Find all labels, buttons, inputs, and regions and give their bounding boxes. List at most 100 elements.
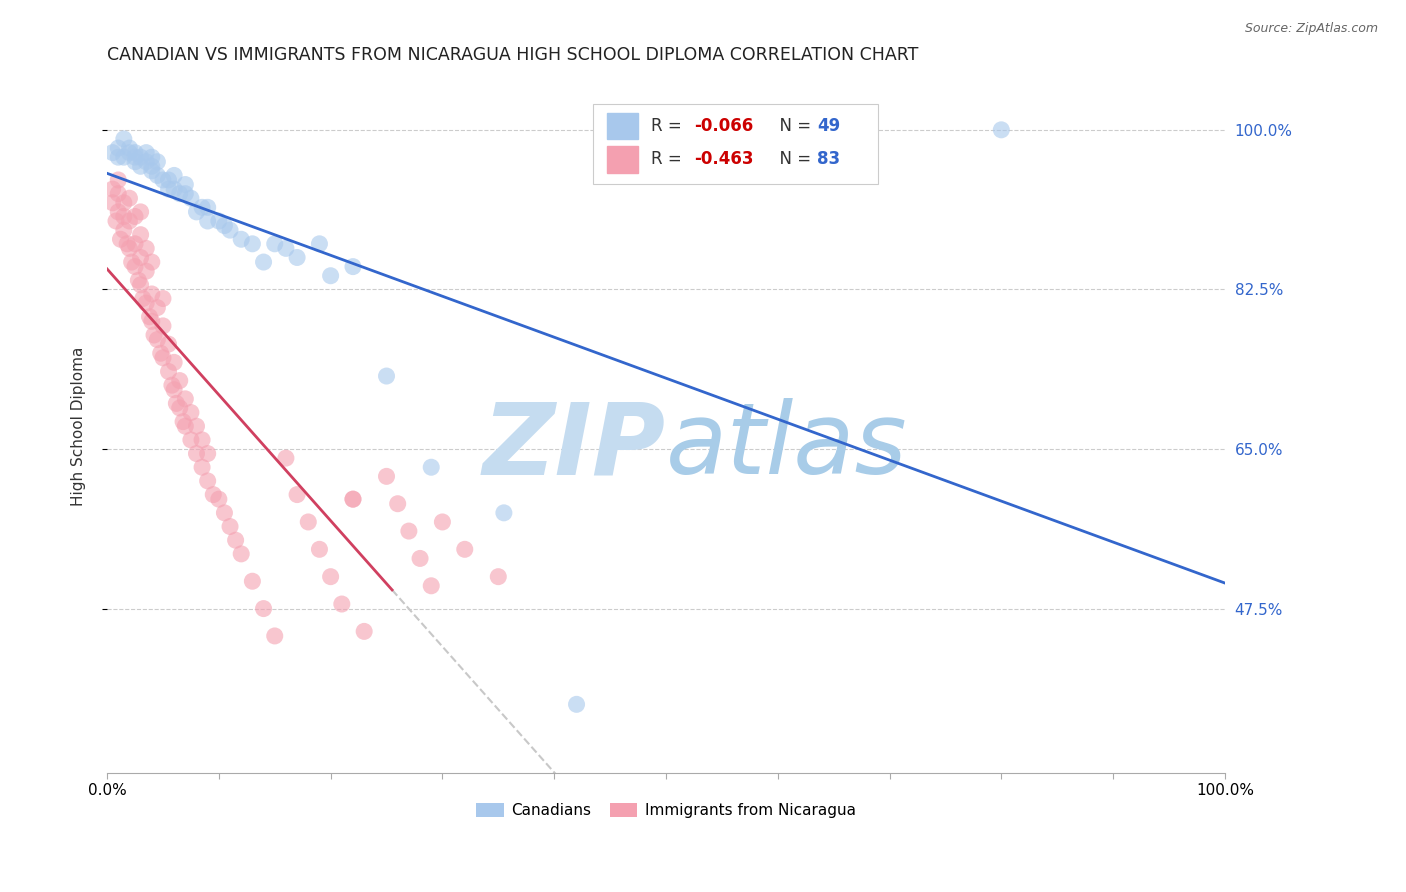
Point <box>252 255 274 269</box>
Point <box>214 219 236 233</box>
Text: atlas: atlas <box>666 399 908 495</box>
Point <box>101 182 124 196</box>
Text: R =: R = <box>651 151 688 169</box>
Point <box>129 150 152 164</box>
Point <box>101 195 124 210</box>
Point <box>274 451 297 466</box>
Point <box>186 205 208 219</box>
Point <box>135 296 157 310</box>
Point <box>152 318 174 333</box>
Point <box>124 236 146 251</box>
Point <box>274 241 297 255</box>
Point <box>409 551 432 566</box>
Point <box>124 210 146 224</box>
Point <box>197 474 219 488</box>
Point <box>208 492 231 507</box>
Bar <box>607 113 638 139</box>
Point <box>174 178 197 192</box>
Point <box>135 264 157 278</box>
Point <box>129 205 152 219</box>
Point <box>160 378 183 392</box>
Text: R =: R = <box>651 117 688 135</box>
Point <box>146 169 169 183</box>
Point <box>101 145 124 160</box>
Point <box>112 223 135 237</box>
Point <box>146 333 169 347</box>
Point <box>990 123 1012 137</box>
Point <box>124 260 146 274</box>
Point <box>353 624 375 639</box>
Point <box>342 260 364 274</box>
Point <box>308 236 330 251</box>
Text: -0.463: -0.463 <box>695 151 754 169</box>
FancyBboxPatch shape <box>593 104 879 184</box>
Point <box>169 186 191 201</box>
Point <box>107 141 129 155</box>
Bar <box>607 146 638 172</box>
Point <box>308 542 330 557</box>
Point <box>231 547 253 561</box>
Point <box>146 154 169 169</box>
Point <box>157 364 180 378</box>
Point <box>118 191 141 205</box>
Point <box>225 533 247 548</box>
Text: 83: 83 <box>817 151 839 169</box>
Point <box>186 419 208 434</box>
Point <box>319 268 342 283</box>
Point <box>319 569 342 583</box>
Point <box>174 419 197 434</box>
Point <box>157 182 180 196</box>
Point <box>110 232 132 246</box>
Point <box>129 227 152 242</box>
Point <box>124 150 146 164</box>
Point <box>138 310 160 324</box>
Point <box>565 698 588 712</box>
Point <box>191 460 214 475</box>
Point <box>146 301 169 315</box>
Point <box>135 241 157 255</box>
Point <box>197 200 219 214</box>
Point <box>208 214 231 228</box>
Point <box>172 415 194 429</box>
Point <box>242 574 264 589</box>
Point <box>135 145 157 160</box>
Point <box>492 506 515 520</box>
Point <box>342 492 364 507</box>
Point <box>107 186 129 201</box>
Point <box>112 195 135 210</box>
Point <box>263 236 285 251</box>
Point <box>186 446 208 460</box>
Point <box>420 579 443 593</box>
Point <box>105 214 128 228</box>
Point <box>141 287 163 301</box>
Point <box>118 214 141 228</box>
Point <box>107 150 129 164</box>
Point <box>174 186 197 201</box>
Point <box>165 396 187 410</box>
Point <box>157 337 180 351</box>
Legend: Canadians, Immigrants from Nicaragua: Canadians, Immigrants from Nicaragua <box>470 797 862 824</box>
Point <box>127 273 149 287</box>
Point <box>285 251 308 265</box>
Point <box>124 154 146 169</box>
Point <box>107 173 129 187</box>
Point <box>420 460 443 475</box>
Point <box>118 141 141 155</box>
Point <box>129 277 152 292</box>
Point <box>169 374 191 388</box>
Point <box>112 210 135 224</box>
Point <box>141 150 163 164</box>
Point <box>112 132 135 146</box>
Point <box>197 214 219 228</box>
Point <box>330 597 353 611</box>
Point <box>180 191 202 205</box>
Text: N =: N = <box>769 117 815 135</box>
Point <box>219 223 242 237</box>
Point <box>486 569 509 583</box>
Point <box>191 200 214 214</box>
Point <box>121 255 143 269</box>
Text: 49: 49 <box>817 117 841 135</box>
Point <box>375 469 398 483</box>
Point <box>129 251 152 265</box>
Point <box>242 236 264 251</box>
